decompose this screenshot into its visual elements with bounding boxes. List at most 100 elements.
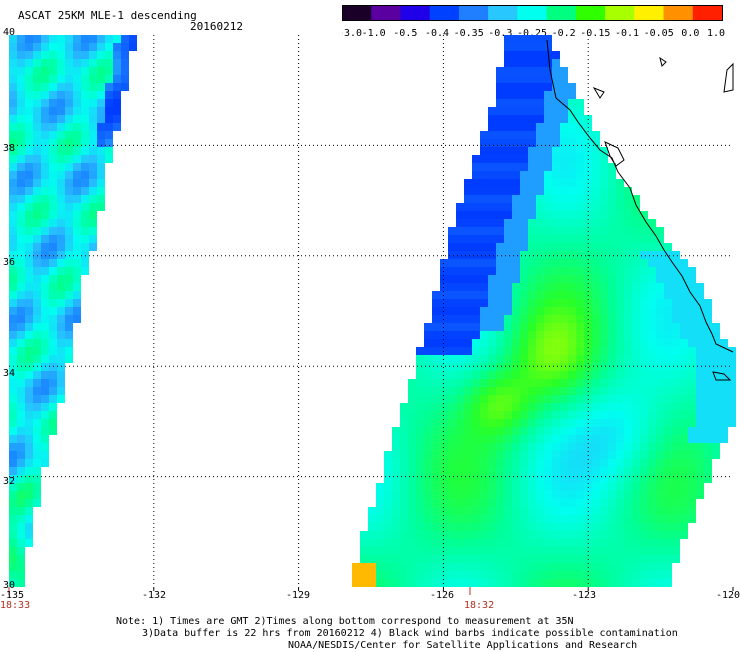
data-cell	[360, 555, 368, 563]
data-cell	[592, 235, 600, 243]
data-cell	[440, 435, 448, 443]
data-cell	[528, 219, 536, 227]
data-cell	[504, 467, 512, 475]
data-cell	[680, 523, 688, 531]
data-cell	[680, 379, 688, 387]
data-cell	[496, 499, 504, 507]
data-cell	[9, 203, 17, 211]
data-cell	[57, 235, 65, 243]
data-cell	[17, 483, 25, 491]
data-cell	[448, 379, 456, 387]
data-cell	[712, 371, 720, 379]
data-cell	[512, 523, 520, 531]
data-cell	[424, 419, 432, 427]
data-cell	[41, 59, 49, 67]
data-cell	[73, 259, 81, 267]
data-cell	[73, 195, 81, 203]
data-cell	[520, 107, 528, 115]
data-cell	[632, 547, 640, 555]
data-cell	[632, 523, 640, 531]
colorbar: -3.0-1.0-0.5-0.4-0.35-0.3-0.25-0.2-0.15-…	[342, 5, 725, 39]
data-cell	[488, 195, 496, 203]
data-cell	[17, 99, 25, 107]
data-cell	[49, 259, 57, 267]
data-cell	[592, 363, 600, 371]
data-cell	[416, 491, 424, 499]
data-cell	[544, 379, 552, 387]
data-cell	[520, 547, 528, 555]
data-cell	[640, 275, 648, 283]
data-cell	[632, 411, 640, 419]
data-cell	[57, 283, 65, 291]
data-cell	[648, 499, 656, 507]
data-cell	[672, 507, 680, 515]
data-cell	[448, 307, 456, 315]
data-cell	[648, 435, 656, 443]
data-cell	[464, 347, 472, 355]
data-cell	[640, 235, 648, 243]
data-cell	[33, 435, 41, 443]
data-cell	[496, 483, 504, 491]
data-cell	[632, 203, 640, 211]
data-cell	[624, 259, 632, 267]
data-cell	[512, 483, 520, 491]
data-cell	[680, 363, 688, 371]
data-cell	[512, 547, 520, 555]
data-cell	[512, 571, 520, 579]
data-cell	[488, 443, 496, 451]
data-cell	[696, 323, 704, 331]
data-cell	[464, 491, 472, 499]
data-cell	[432, 443, 440, 451]
data-cell	[608, 251, 616, 259]
data-cell	[592, 315, 600, 323]
data-cell	[512, 395, 520, 403]
data-cell	[480, 579, 488, 587]
data-cell	[25, 171, 33, 179]
data-cell	[656, 539, 664, 547]
data-cell	[408, 531, 416, 539]
data-cell	[424, 579, 432, 587]
data-cell	[528, 371, 536, 379]
data-cell	[600, 443, 608, 451]
data-cell	[49, 99, 57, 107]
data-cell	[89, 227, 97, 235]
data-cell	[57, 195, 65, 203]
data-cell	[688, 347, 696, 355]
data-cell	[520, 579, 528, 587]
data-cell	[368, 523, 376, 531]
data-cell	[560, 531, 568, 539]
data-cell	[464, 435, 472, 443]
data-cell	[512, 379, 520, 387]
data-cell	[560, 411, 568, 419]
data-cell	[488, 283, 496, 291]
data-cell	[528, 171, 536, 179]
data-cell	[640, 323, 648, 331]
data-cell	[624, 187, 632, 195]
data-cell	[616, 571, 624, 579]
data-cell	[33, 219, 41, 227]
data-cell	[640, 451, 648, 459]
data-cell	[632, 435, 640, 443]
data-cell	[696, 451, 704, 459]
data-cell	[408, 547, 416, 555]
data-cell	[600, 579, 608, 587]
data-cell	[624, 243, 632, 251]
data-cell	[440, 419, 448, 427]
data-cell	[49, 43, 57, 51]
data-cell	[41, 387, 49, 395]
data-cell	[648, 331, 656, 339]
data-cell	[648, 507, 656, 515]
data-cell	[73, 131, 81, 139]
data-cell	[113, 115, 121, 123]
data-cell	[528, 499, 536, 507]
data-cell	[712, 419, 720, 427]
data-cell	[97, 131, 105, 139]
data-cell	[600, 235, 608, 243]
data-cell	[57, 163, 65, 171]
data-cell	[536, 523, 544, 531]
data-cell	[400, 547, 408, 555]
data-cell	[456, 539, 464, 547]
data-cell	[384, 451, 392, 459]
data-cell	[552, 459, 560, 467]
data-cell	[480, 539, 488, 547]
